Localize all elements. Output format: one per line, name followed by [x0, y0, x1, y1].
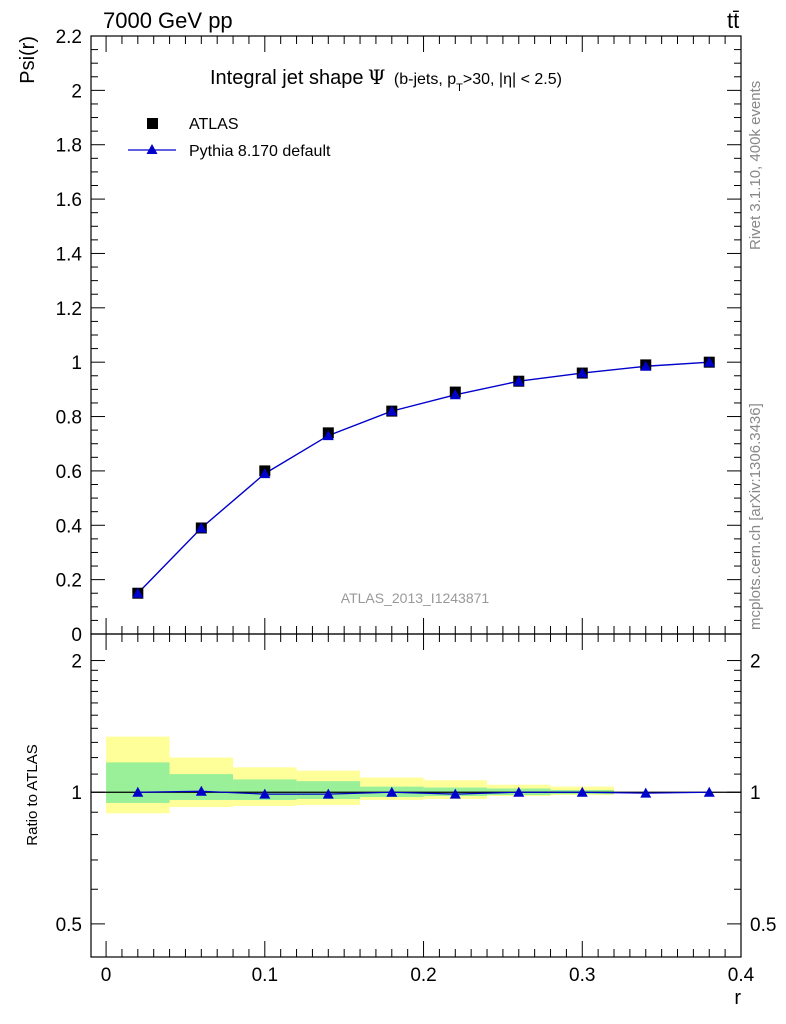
rivet-label: Rivet 3.1.10, 400k events — [747, 81, 764, 250]
pythia-point — [259, 468, 271, 479]
ratio-plot-border — [90, 633, 742, 958]
y-tick-label: 1.4 — [56, 244, 83, 265]
ratio-pythia-point — [703, 786, 715, 797]
title-sub-post: >30, |η| < 2.5) — [463, 71, 562, 88]
ratio-pythia-point — [195, 785, 207, 796]
y-tick-label: 0.4 — [56, 516, 83, 537]
pythia-point — [322, 430, 334, 441]
pythia-point — [576, 367, 588, 378]
pythia-line — [137, 361, 710, 594]
ratio-series — [91, 785, 741, 799]
energy-label: 7000 GeV pp — [103, 8, 233, 33]
title-sub-pre: (b-jets, p — [394, 71, 456, 88]
analysis-id-label: ATLAS_2013_I1243871 — [341, 590, 490, 606]
y-tick-label: 2 — [71, 81, 82, 102]
ratio-pythia-point — [132, 786, 144, 797]
ratio-plot-frame: 0 0.1 0.2 0.3 0.4 0.5 0.5 1 1 2 2 — [56, 633, 776, 986]
ratio-pythia-point — [449, 788, 461, 799]
pythia-point — [132, 587, 144, 598]
ratio-pythia-point — [259, 788, 271, 799]
plot-title: Integral jet shape Ψ (b-jets, pT>30, |η|… — [210, 65, 562, 94]
pythia-point — [449, 389, 461, 400]
ratio-pythia-point — [386, 786, 398, 797]
ratio-bands — [106, 736, 615, 814]
y-tick-label: 0 — [71, 625, 82, 646]
y-tick-label: 1.8 — [56, 136, 82, 157]
ratio-y-tick-label: 0.5 — [56, 915, 82, 936]
ratio-y-tick-label-right: 1 — [750, 783, 761, 804]
y-tick-label: 2.2 — [56, 27, 82, 48]
title-main: Integral jet shape — [210, 67, 363, 89]
process-label: tt̄ — [727, 8, 739, 33]
x-tick-label: 0.2 — [410, 965, 436, 986]
y-tick-label: 1.2 — [56, 299, 82, 320]
main-plot-frame: 0 0.2 0.4 0.6 0.8 1 1.2 1.4 1.6 1.8 2 2.2 — [56, 27, 742, 646]
pythia-point — [513, 375, 525, 386]
title-sub-T: T — [456, 82, 463, 94]
legend-atlas-label: ATLAS — [189, 116, 239, 133]
ratio-pythia-line — [137, 790, 710, 795]
pythia-point — [703, 356, 715, 367]
source-label: mcplots.cern.ch [arXiv:1306.3436] — [747, 403, 764, 630]
ratio-pythia-point — [640, 787, 652, 798]
y-tick-label: 1 — [71, 353, 82, 374]
legend-pythia-marker — [146, 144, 158, 154]
ratio-pythia-point — [513, 786, 525, 797]
x-tick-label: 0 — [101, 965, 112, 986]
pythia-point — [386, 405, 398, 416]
x-tick-label: 0.4 — [728, 965, 755, 986]
title-symbol: Ψ — [368, 65, 386, 89]
legend-atlas-marker — [147, 118, 158, 129]
ratio-y-tick-label-right: 2 — [750, 652, 761, 673]
y-tick-label: 1.6 — [56, 190, 82, 211]
legend-pythia-label: Pythia 8.170 default — [189, 143, 331, 160]
x-tick-label: 0.3 — [569, 965, 595, 986]
ratio-y-tick-label-right: 0.5 — [750, 915, 776, 936]
svg-text:Integral jet shape Ψ: Integral jet shape Ψ (b-jets, pT>30, |η|… — [210, 65, 562, 94]
ratio-y-axis-label: Ratio to ATLAS — [24, 744, 41, 845]
x-tick-label: 0.1 — [252, 965, 278, 986]
legend: ATLAS Pythia 8.170 default — [128, 116, 331, 160]
main-series — [132, 356, 715, 599]
ratio-pythia-point — [322, 788, 334, 799]
y-axis-label: Psi(r) — [17, 36, 39, 84]
y-tick-label: 0.8 — [56, 408, 82, 429]
pythia-point — [195, 522, 207, 533]
y-tick-label: 0.6 — [56, 462, 82, 483]
ratio-pythia-point — [576, 786, 588, 797]
ratio-y-tick-label: 1 — [71, 783, 82, 804]
x-axis-label: r — [734, 987, 741, 1009]
pythia-point — [640, 360, 652, 371]
ratio-band-inner — [106, 762, 170, 803]
ratio-y-tick-label: 2 — [71, 652, 82, 673]
y-tick-label: 0.2 — [56, 571, 82, 592]
